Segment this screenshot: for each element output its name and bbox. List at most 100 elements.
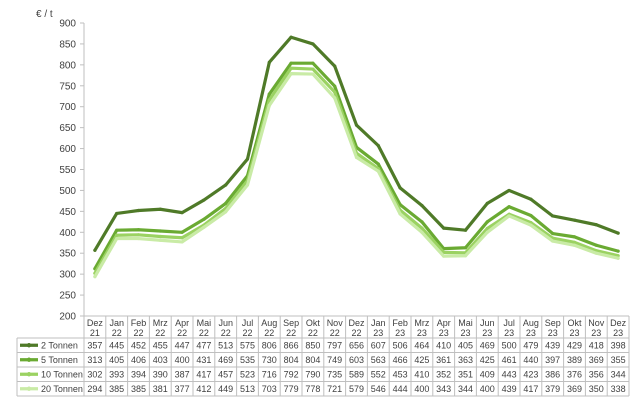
y-tick-label: 250	[59, 291, 76, 302]
data-label: 455	[153, 341, 168, 351]
data-label: 394	[131, 370, 146, 380]
data-label: 369	[567, 384, 582, 394]
data-label: 797	[327, 341, 342, 351]
data-point	[224, 210, 228, 214]
data-label: 352	[436, 370, 451, 380]
data-label: 418	[589, 341, 604, 351]
data-label: 443	[502, 370, 517, 380]
data-label: 410	[414, 370, 429, 380]
data-label: 500	[502, 341, 517, 351]
plot-area	[93, 35, 620, 279]
data-label: 400	[480, 384, 495, 394]
data-label: 469	[218, 355, 233, 365]
data-label: 575	[240, 341, 255, 351]
x-tick-label-year: 23	[613, 328, 623, 338]
data-label: 313	[87, 355, 102, 365]
data-label: 403	[153, 355, 168, 365]
data-point	[115, 233, 119, 237]
x-tick-label: Dez	[610, 318, 627, 328]
data-point	[289, 72, 293, 76]
y-tick-label: 200	[59, 312, 76, 323]
x-tick-label-year: 23	[591, 328, 601, 338]
data-point	[224, 183, 228, 187]
data-label: 343	[436, 384, 451, 394]
data-point	[311, 72, 315, 76]
data-label: 417	[523, 384, 538, 394]
data-label: 385	[109, 384, 124, 394]
data-label: 393	[109, 370, 124, 380]
data-point	[136, 228, 141, 232]
data-point	[616, 256, 620, 260]
x-tick-label: Jun	[218, 318, 233, 328]
data-point	[115, 236, 119, 241]
data-point	[93, 275, 97, 279]
x-tick-label-year: 22	[242, 328, 252, 338]
data-point	[158, 207, 162, 211]
data-label: 377	[175, 384, 190, 394]
data-label: 546	[371, 384, 386, 394]
legend-key-marker	[26, 386, 32, 391]
x-tick-label-year: 23	[373, 328, 383, 338]
x-tick-label-year: 23	[439, 328, 449, 338]
x-tick-label: Mai	[197, 318, 212, 328]
data-point	[485, 220, 489, 224]
data-point	[311, 61, 315, 65]
data-label: 850	[305, 341, 320, 351]
legend-key-marker	[26, 372, 32, 377]
data-label: 804	[305, 355, 320, 365]
data-label: 749	[327, 355, 342, 365]
data-point	[333, 96, 337, 100]
data-point	[420, 220, 424, 224]
data-point	[289, 61, 293, 65]
data-label: 439	[545, 341, 560, 351]
x-tick-label-year: 22	[351, 328, 361, 338]
y-tick-label: 350	[59, 249, 76, 260]
data-label: 730	[262, 355, 277, 365]
y-tick-label: 650	[59, 123, 76, 134]
data-point	[572, 240, 577, 244]
x-tick-label: Okt	[567, 318, 582, 328]
data-point	[245, 183, 250, 187]
x-tick-label: Dez	[87, 318, 104, 328]
data-point	[572, 218, 577, 222]
data-label: 412	[196, 384, 211, 394]
data-label: 589	[349, 370, 364, 380]
data-label: 397	[545, 355, 560, 365]
data-label: 735	[327, 370, 342, 380]
data-label: 452	[131, 341, 146, 351]
x-tick-label-year: 22	[308, 328, 318, 338]
x-tick-label-year: 23	[569, 328, 579, 338]
x-tick-label: Sep	[283, 318, 299, 328]
x-tick-label: Nov	[327, 318, 344, 328]
data-label: 379	[545, 384, 560, 394]
x-tick-label-year: 23	[526, 328, 536, 338]
x-tick-label: Nov	[588, 318, 605, 328]
data-label: 398	[611, 341, 626, 351]
data-point	[507, 188, 511, 193]
data-point	[463, 228, 468, 232]
data-point	[158, 238, 162, 242]
data-label: 563	[371, 355, 386, 365]
data-point	[463, 254, 468, 258]
data-label: 405	[109, 355, 124, 365]
x-tick-label-year: 22	[177, 328, 187, 338]
x-tick-label: Jun	[480, 318, 495, 328]
data-point	[289, 66, 293, 70]
legend-label: 2 Tonnen	[41, 341, 78, 351]
y-tick-label: 750	[59, 81, 76, 92]
data-label: 513	[218, 341, 233, 351]
data-label: 656	[349, 341, 364, 351]
data-label: 453	[393, 370, 408, 380]
x-tick-label: Aug	[261, 318, 277, 328]
data-label: 363	[458, 355, 473, 365]
data-point	[420, 203, 424, 208]
x-tick-label-year: 23	[548, 328, 558, 338]
data-point	[136, 208, 141, 213]
data-label: 376	[567, 370, 582, 380]
data-label: 506	[393, 341, 408, 351]
legend-label: 20 Tonnen	[41, 384, 83, 394]
x-tick-label: Mai	[458, 318, 473, 328]
x-tick-label-year: 22	[264, 328, 274, 338]
data-label: 447	[175, 341, 190, 351]
